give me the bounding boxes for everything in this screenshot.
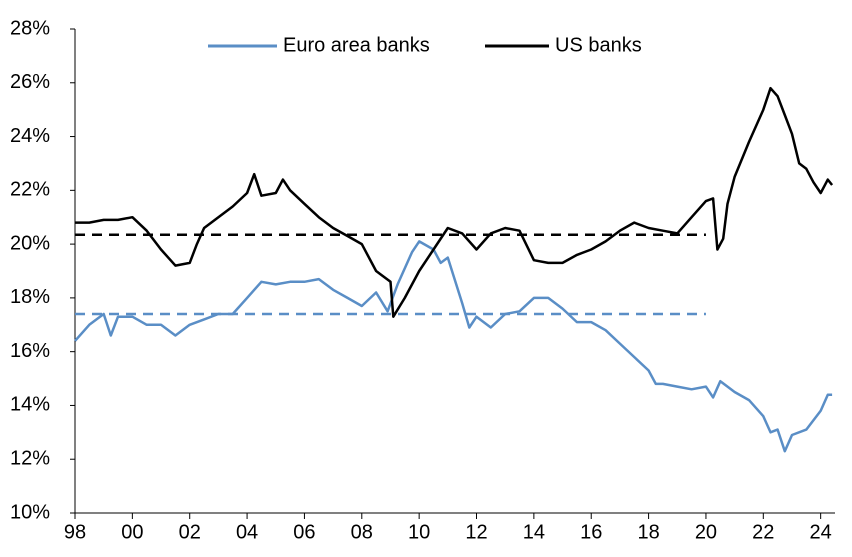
x-tick-label: 10: [408, 521, 430, 543]
y-tick-label: 16%: [10, 340, 50, 362]
y-tick-label: 24%: [10, 125, 50, 147]
x-tick-label: 14: [523, 521, 545, 543]
series-line: [75, 86, 834, 318]
x-tick-label: 12: [465, 521, 487, 543]
y-tick-label: 20%: [10, 232, 50, 254]
x-tick-label: 02: [179, 521, 201, 543]
x-tick-label: 04: [236, 521, 258, 543]
x-tick-label: 16: [580, 521, 602, 543]
x-tick-label: 06: [293, 521, 315, 543]
x-tick-label: 20: [695, 521, 717, 543]
x-tick-label: 24: [810, 521, 832, 543]
y-tick-label: 28%: [10, 17, 50, 39]
series-line: [74, 240, 833, 453]
x-tick-label: 22: [752, 521, 774, 543]
x-tick-label: 18: [637, 521, 659, 543]
y-tick-label: 12%: [10, 448, 50, 470]
y-tick-label: 10%: [10, 501, 50, 523]
legend-label: Euro area banks: [283, 34, 430, 56]
y-tick-label: 22%: [10, 179, 50, 201]
y-tick-label: 26%: [10, 71, 50, 93]
x-tick-label: 00: [121, 521, 143, 543]
x-tick-label: 98: [64, 521, 86, 543]
legend-label: US banks: [555, 34, 642, 56]
y-tick-label: 14%: [10, 394, 50, 416]
y-tick-label: 18%: [10, 286, 50, 308]
x-tick-label: 08: [351, 521, 373, 543]
